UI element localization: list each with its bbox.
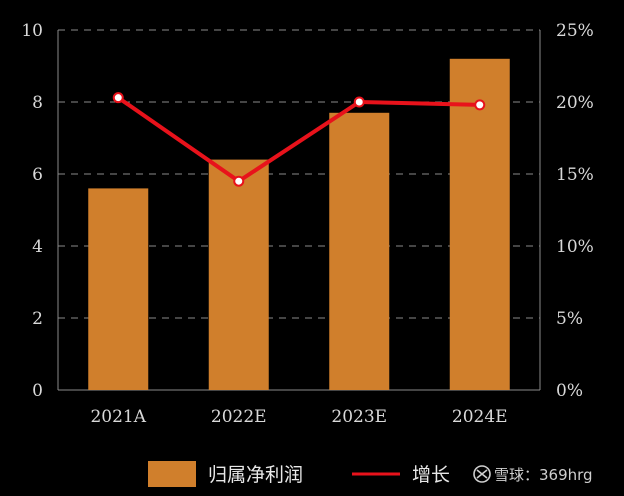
- bar: [329, 112, 390, 391]
- bar: [88, 188, 149, 390]
- left-tick-label: 2: [32, 309, 43, 329]
- left-tick-label: 8: [32, 93, 43, 113]
- right-tick-label: 20%: [556, 93, 594, 113]
- left-tick-label: 10: [21, 21, 43, 41]
- legend-swatch-bar: [148, 461, 196, 487]
- line-series: [112, 92, 486, 187]
- left-tick-labels: 0 2 4 6 8 10: [21, 21, 43, 401]
- right-tick-label: 0%: [556, 381, 583, 401]
- right-tick-label: 10%: [556, 237, 594, 257]
- bar: [208, 159, 269, 390]
- growth-point: [112, 92, 124, 104]
- x-tick-labels: 2021A 2022E 2023E 2024E: [90, 407, 507, 427]
- x-tick-label: 2021A: [90, 407, 146, 427]
- growth-point: [353, 96, 365, 108]
- bar-series: [88, 58, 510, 391]
- snowball-logo-mark: [476, 469, 488, 479]
- right-tick-label: 15%: [556, 165, 594, 185]
- bar: [449, 58, 510, 391]
- x-tick-label: 2022E: [211, 407, 267, 427]
- left-tick-label: 0: [32, 381, 43, 401]
- left-tick-label: 4: [32, 237, 43, 257]
- right-tick-label: 5%: [556, 309, 583, 329]
- legend-label-bar: 归属净利润: [208, 464, 303, 486]
- x-tick-label: 2023E: [331, 407, 387, 427]
- watermark: 雪球：369hrg: [473, 465, 593, 484]
- legend-label-line: 增长: [412, 464, 450, 486]
- snowball-logo-icon: [473, 465, 491, 483]
- left-tick-label: 6: [32, 165, 43, 185]
- right-tick-labels: 0% 5% 10% 15% 20% 25%: [556, 21, 594, 401]
- x-tick-label: 2024E: [452, 407, 508, 427]
- growth-line: [117, 96, 480, 184]
- legend: 归属净利润 增长: [148, 461, 450, 487]
- growth-point: [233, 175, 245, 187]
- growth-point: [474, 99, 486, 111]
- watermark-text: 雪球：369hrg: [494, 466, 593, 484]
- right-tick-label: 25%: [556, 21, 594, 41]
